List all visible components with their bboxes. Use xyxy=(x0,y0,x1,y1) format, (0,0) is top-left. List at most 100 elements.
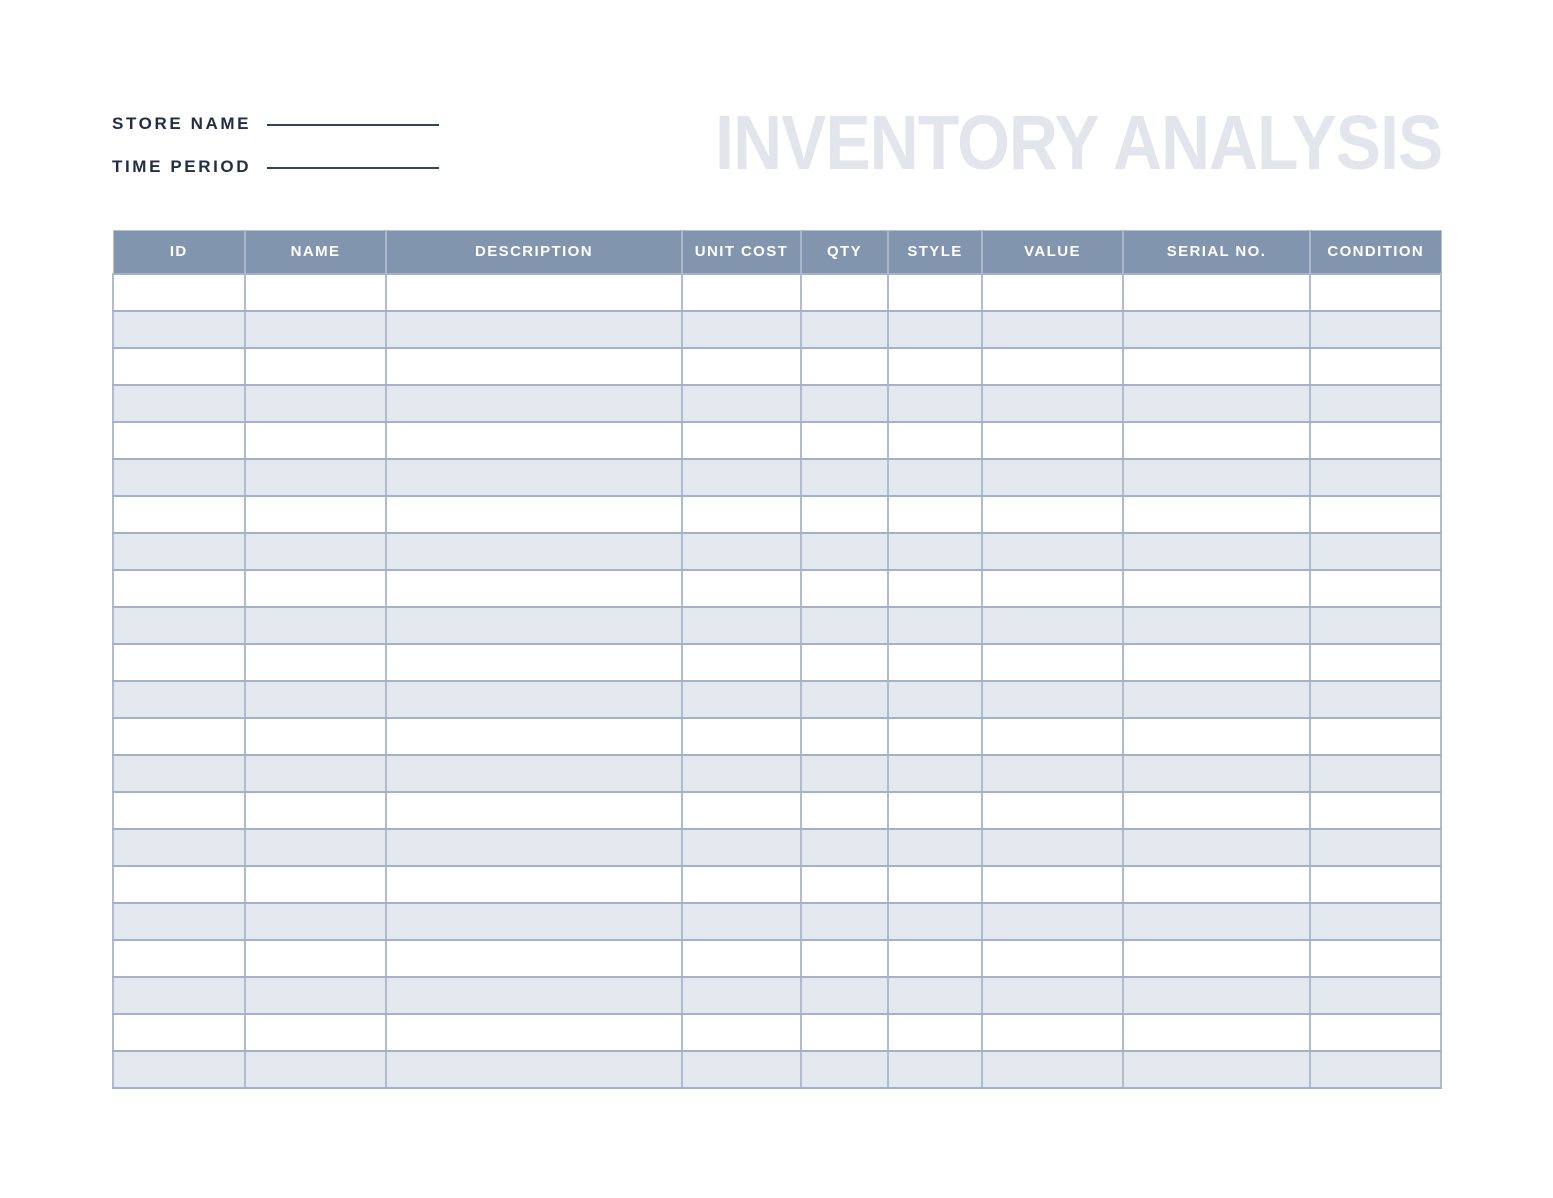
table-cell xyxy=(887,309,983,349)
time-period-field: TIME PERIOD xyxy=(112,157,440,177)
table-cell xyxy=(981,642,1124,682)
table-cell xyxy=(887,531,983,571)
table-row xyxy=(112,1012,1442,1052)
table-cell xyxy=(981,383,1124,423)
table-cell xyxy=(244,753,387,793)
table-cell xyxy=(981,531,1124,571)
table-cell xyxy=(1309,457,1442,497)
table-cell xyxy=(800,1049,889,1089)
table-row xyxy=(112,642,1442,682)
table-cell xyxy=(887,1049,983,1089)
table-cell xyxy=(800,383,889,423)
table-cell xyxy=(244,679,387,719)
table-cell xyxy=(385,457,683,497)
time-period-fill-line xyxy=(267,167,440,169)
table-cell xyxy=(681,309,802,349)
table-cell xyxy=(1309,605,1442,645)
table-cell xyxy=(244,531,387,571)
table-cell xyxy=(981,679,1124,719)
table-cell xyxy=(112,938,246,978)
table-cell xyxy=(112,531,246,571)
table-cell xyxy=(1122,938,1311,978)
table-cell xyxy=(800,864,889,904)
table-cell xyxy=(1309,679,1442,719)
table-cell xyxy=(800,568,889,608)
table-cell xyxy=(1309,420,1442,460)
table-cell xyxy=(800,531,889,571)
table-cell xyxy=(244,272,387,312)
table-cell xyxy=(800,827,889,867)
table-cell xyxy=(385,1049,683,1089)
column-header-name: NAME xyxy=(244,230,386,274)
table-cell xyxy=(800,1012,889,1052)
table-cell xyxy=(385,790,683,830)
table-cell xyxy=(244,568,387,608)
table-cell xyxy=(887,457,983,497)
table-cell xyxy=(981,1012,1124,1052)
table-cell xyxy=(244,605,387,645)
table-cell xyxy=(800,457,889,497)
table-cell xyxy=(981,568,1124,608)
table-cell xyxy=(112,642,246,682)
table-cell xyxy=(112,827,246,867)
table-cell xyxy=(112,864,246,904)
column-header-unit-cost: UNIT COST xyxy=(681,230,801,274)
table-cell xyxy=(244,420,387,460)
table-cell xyxy=(981,494,1124,534)
table-cell xyxy=(385,938,683,978)
table-cell xyxy=(800,790,889,830)
table-cell xyxy=(1122,642,1311,682)
table-cell xyxy=(244,938,387,978)
table-cell xyxy=(887,494,983,534)
table-cell xyxy=(887,716,983,756)
page-header: STORE NAME TIME PERIOD INVENTORY ANALYSI… xyxy=(112,104,1443,200)
table-cell xyxy=(981,716,1124,756)
table-cell xyxy=(800,679,889,719)
table-row xyxy=(112,420,1442,460)
table-row xyxy=(112,568,1442,608)
table-cell xyxy=(244,309,387,349)
table-cell xyxy=(981,864,1124,904)
table-header-row: ID NAME DESCRIPTION UNIT COST QTY STYLE … xyxy=(112,230,1442,274)
table-row xyxy=(112,494,1442,534)
table-cell xyxy=(681,938,802,978)
table-cell xyxy=(1122,827,1311,867)
table-row xyxy=(112,272,1442,312)
table-cell xyxy=(981,827,1124,867)
table-cell xyxy=(385,679,683,719)
table-cell xyxy=(981,457,1124,497)
table-cell xyxy=(981,901,1124,941)
table-cell xyxy=(887,383,983,423)
table-cell xyxy=(244,1049,387,1089)
column-header-description: DESCRIPTION xyxy=(385,230,682,274)
table-cell xyxy=(681,790,802,830)
store-name-field: STORE NAME xyxy=(112,114,440,134)
table-cell xyxy=(1122,864,1311,904)
table-cell xyxy=(981,938,1124,978)
table-cell xyxy=(1309,383,1442,423)
table-cell xyxy=(800,901,889,941)
table-cell xyxy=(681,420,802,460)
table-cell xyxy=(112,272,246,312)
table-cell xyxy=(1309,975,1442,1015)
table-row xyxy=(112,975,1442,1015)
table-cell xyxy=(887,827,983,867)
table-cell xyxy=(385,568,683,608)
table-cell xyxy=(1309,790,1442,830)
table-cell xyxy=(244,383,387,423)
table-cell xyxy=(1122,901,1311,941)
table-cell xyxy=(112,346,246,386)
table-cell xyxy=(1122,346,1311,386)
table-cell xyxy=(681,716,802,756)
table-cell xyxy=(981,346,1124,386)
table-cell xyxy=(112,901,246,941)
table-cell xyxy=(681,901,802,941)
table-cell xyxy=(1122,975,1311,1015)
column-header-style: STYLE xyxy=(887,230,982,274)
table-cell xyxy=(681,864,802,904)
table-cell xyxy=(1122,420,1311,460)
table-cell xyxy=(244,790,387,830)
table-cell xyxy=(800,938,889,978)
table-cell xyxy=(385,309,683,349)
table-cell xyxy=(681,753,802,793)
